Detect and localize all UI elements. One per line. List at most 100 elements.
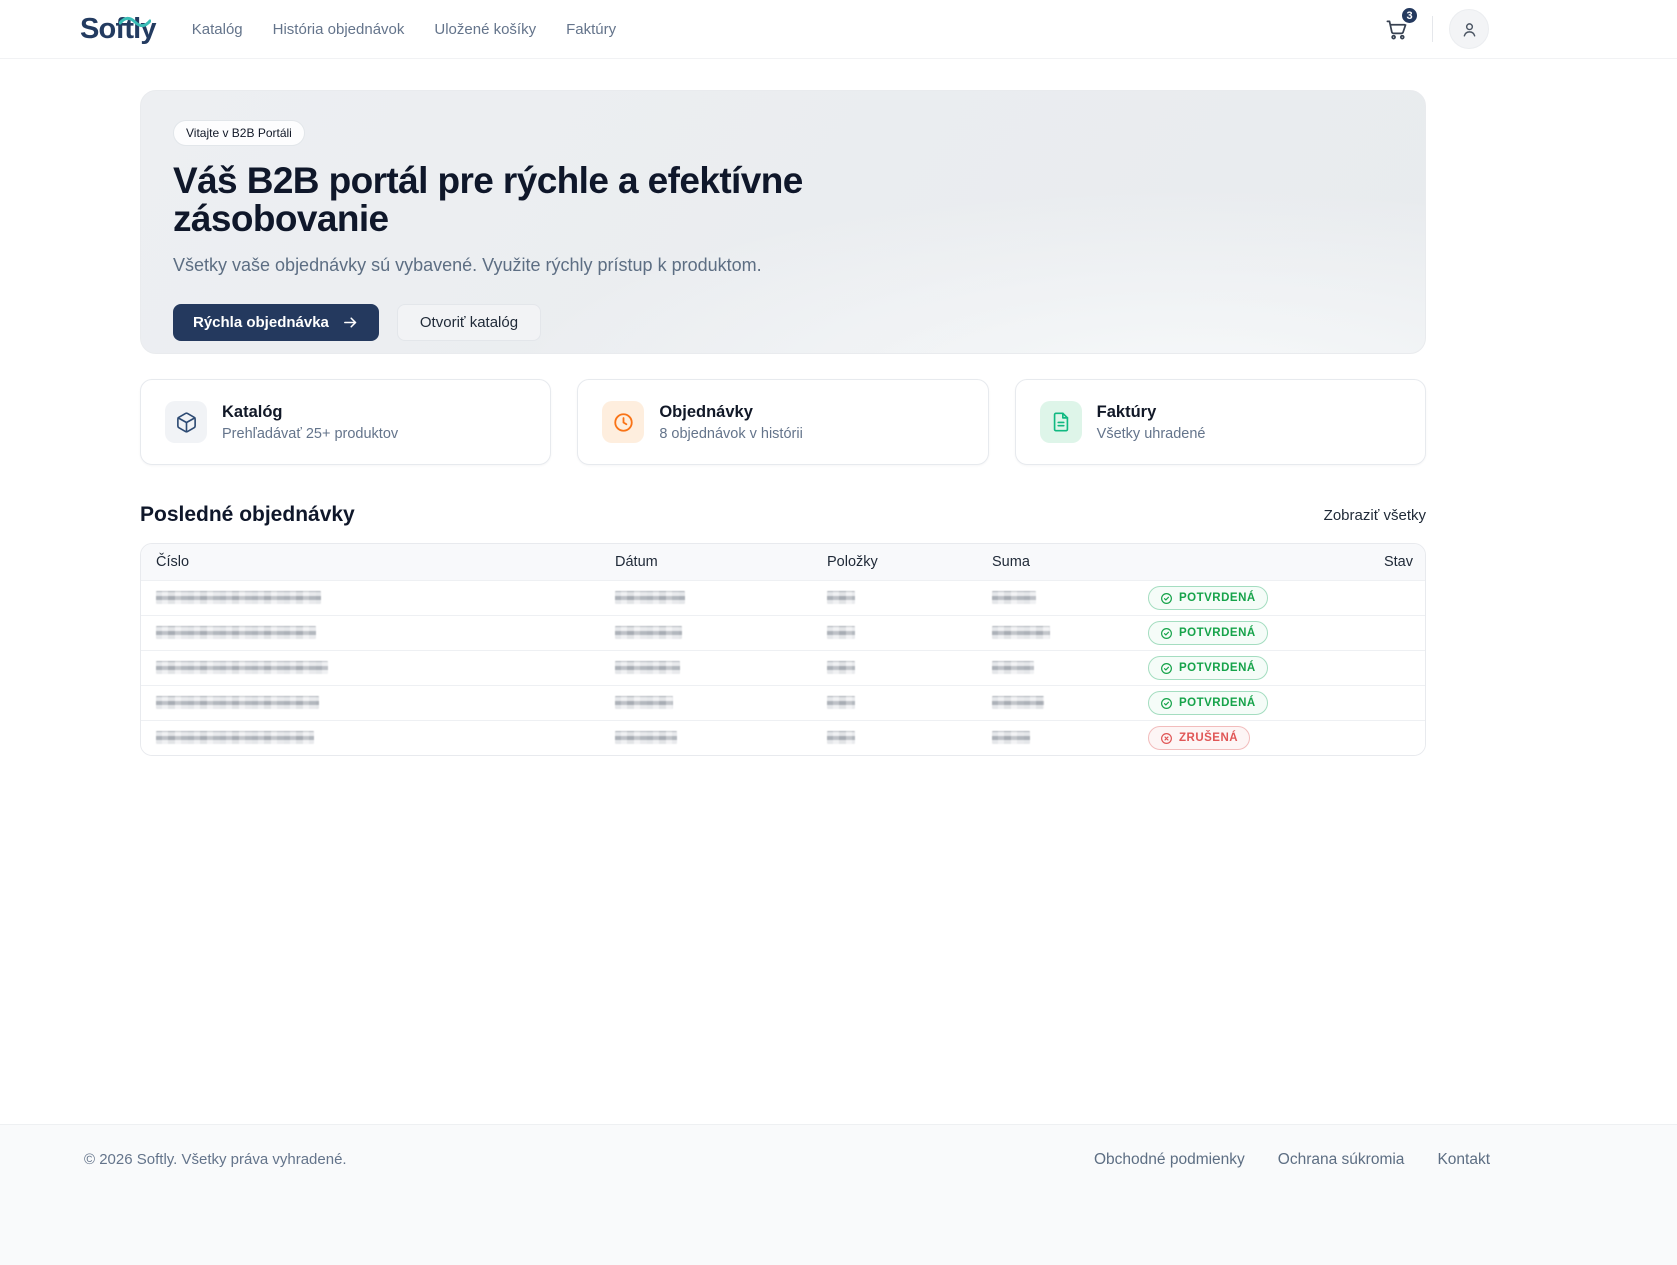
- card-title: Faktúry: [1096, 402, 1157, 421]
- status-label: POTVRDENÁ: [1179, 592, 1256, 604]
- order-items-redacted: [827, 591, 855, 605]
- check-circle-icon: [1161, 592, 1172, 604]
- welcome-badge: Vitajte v B2B Portáli: [173, 120, 305, 146]
- footer-links: Obchodné podmienky Ochrana súkromia Kont…: [1094, 1151, 1490, 1169]
- table-cell: [977, 624, 1140, 642]
- table-row[interactable]: ZRUŠENÁ: [141, 720, 1425, 755]
- open-catalog-button[interactable]: Otvoriť katalóg: [396, 304, 542, 341]
- view-all-orders-link[interactable]: Zobraziť všetky: [1323, 506, 1426, 524]
- nav-item-historia-objednavok[interactable]: História objednávok: [272, 20, 405, 38]
- order-number-redacted: [156, 661, 328, 675]
- status-label: ZRUŠENÁ: [1179, 732, 1239, 744]
- orders-title: Posledné objednávky: [140, 503, 355, 526]
- footer-link-obchodne-podmienky[interactable]: Obchodné podmienky: [1094, 1151, 1245, 1168]
- check-circle-icon: [1161, 627, 1172, 639]
- card-title: Katalóg: [222, 402, 283, 421]
- card-text: Katalóg Prehľadávať 25+ produktov: [222, 403, 398, 442]
- status-badge: POTVRDENÁ: [1148, 656, 1268, 680]
- column-header-datum: Dátum: [615, 554, 658, 570]
- card-icon-box: [1039, 401, 1082, 443]
- table-cell-status: POTVRDENÁ: [1140, 656, 1425, 680]
- table-cell: [977, 659, 1140, 677]
- quick-order-label: Rýchla objednávka: [193, 314, 329, 331]
- card-faktury[interactable]: Faktúry Všetky uhradené: [1014, 379, 1426, 465]
- table-row[interactable]: POTVRDENÁ: [141, 650, 1425, 685]
- card-subtitle: Prehľadávať 25+ produktov: [222, 425, 399, 442]
- table-cell: [141, 729, 600, 747]
- status-badge: ZRUŠENÁ: [1148, 726, 1251, 750]
- order-items-redacted: [827, 626, 855, 640]
- column-header-stav: Stav: [1383, 554, 1413, 570]
- card-title: Objednávky: [659, 402, 753, 421]
- table-cell: [600, 694, 812, 712]
- card-text: Faktúry Všetky uhradené: [1097, 403, 1206, 442]
- card-text: Objednávky 8 objednávok v histórii: [659, 403, 802, 442]
- column-header-suma: Suma: [992, 554, 1030, 570]
- top-navigation-bar: Softly Katalóg História objednávok Ulože…: [0, 0, 1677, 59]
- brand-logo-text: Softly: [80, 12, 157, 45]
- brand-logo[interactable]: Softly: [80, 12, 157, 45]
- table-cell-status: POTVRDENÁ: [1140, 586, 1425, 610]
- order-number-redacted: [156, 626, 316, 640]
- table-cell: [141, 589, 600, 607]
- copyright-text: © 2026 Softly. Všetky práva vyhradené.: [84, 1151, 347, 1168]
- order-date-redacted: [615, 696, 673, 710]
- table-cell: [141, 659, 600, 677]
- cart-button[interactable]: 3: [1376, 6, 1419, 49]
- footer-link-kontakt[interactable]: Kontakt: [1437, 1151, 1490, 1168]
- table-cell: [812, 729, 977, 747]
- arrow-right-icon: [343, 317, 357, 328]
- table-cell: [141, 694, 600, 712]
- table-row[interactable]: POTVRDENÁ: [141, 685, 1425, 720]
- order-total-redacted: [992, 591, 1036, 605]
- card-subtitle: Všetky uhradené: [1096, 425, 1206, 442]
- order-total-redacted: [992, 661, 1034, 675]
- table-cell: [977, 589, 1140, 607]
- nav-item-katalog[interactable]: Katalóg: [191, 20, 243, 38]
- card-icon-box: [602, 401, 645, 443]
- order-date-redacted: [615, 731, 677, 745]
- status-label: POTVRDENÁ: [1179, 627, 1256, 639]
- logo-wave-icon: [119, 16, 151, 27]
- recent-orders-section: Posledné objednávky Zobraziť všetky Čísl…: [140, 503, 1426, 756]
- cart-icon: [1386, 19, 1406, 39]
- orders-table: Číslo Dátum Položky Suma Stav POTVRDENÁ P…: [140, 543, 1426, 756]
- card-objednavky[interactable]: Objednávky 8 objednávok v histórii: [577, 379, 989, 465]
- quick-order-button[interactable]: Rýchla objednávka: [173, 304, 379, 341]
- user-icon: [1463, 22, 1475, 37]
- table-cell: [812, 589, 977, 607]
- nav-item-faktury[interactable]: Faktúry: [566, 20, 617, 38]
- hero-subtitle: Všetky vaše objednávky sú vybavené. Využ…: [173, 255, 762, 275]
- table-cell: [600, 624, 812, 642]
- column-header-cislo: Číslo: [156, 554, 190, 570]
- table-cell: [977, 729, 1140, 747]
- table-row[interactable]: POTVRDENÁ: [141, 615, 1425, 650]
- x-circle-icon: [1161, 732, 1172, 744]
- card-katalog[interactable]: Katalóg Prehľadávať 25+ produktov: [140, 379, 552, 465]
- cart-count-badge: 3: [1400, 6, 1419, 25]
- header-divider: [1432, 16, 1433, 42]
- clock-icon: [614, 412, 633, 432]
- header-actions: 3: [1376, 6, 1489, 49]
- quick-link-cards: Katalóg Prehľadávať 25+ produktov Objedn…: [140, 379, 1426, 465]
- footer-link-ochrana-sukromia[interactable]: Ochrana súkromia: [1277, 1151, 1405, 1168]
- order-total-redacted: [992, 626, 1050, 640]
- table-row[interactable]: POTVRDENÁ: [141, 580, 1425, 615]
- package-icon: [176, 411, 196, 433]
- check-circle-icon: [1161, 697, 1172, 709]
- user-account-button[interactable]: [1449, 9, 1489, 49]
- order-date-redacted: [615, 661, 680, 675]
- hero-banner: Vitajte v B2B Portáli Váš B2B portál pre…: [140, 90, 1426, 354]
- table-cell: [812, 659, 977, 677]
- table-cell: [977, 694, 1140, 712]
- order-number-redacted: [156, 696, 319, 710]
- orders-section-header: Posledné objednávky Zobraziť všetky: [140, 503, 1426, 527]
- table-cell: [141, 624, 600, 642]
- nav-item-ulozene-kosiky[interactable]: Uložené košíky: [434, 20, 537, 38]
- status-label: POTVRDENÁ: [1179, 697, 1256, 709]
- table-cell-status: POTVRDENÁ: [1140, 691, 1425, 715]
- order-items-redacted: [827, 731, 855, 745]
- hero-actions: Rýchla objednávka Otvoriť katalóg: [173, 304, 1393, 341]
- column-header-polozky: Položky: [827, 554, 878, 570]
- order-items-redacted: [827, 661, 855, 675]
